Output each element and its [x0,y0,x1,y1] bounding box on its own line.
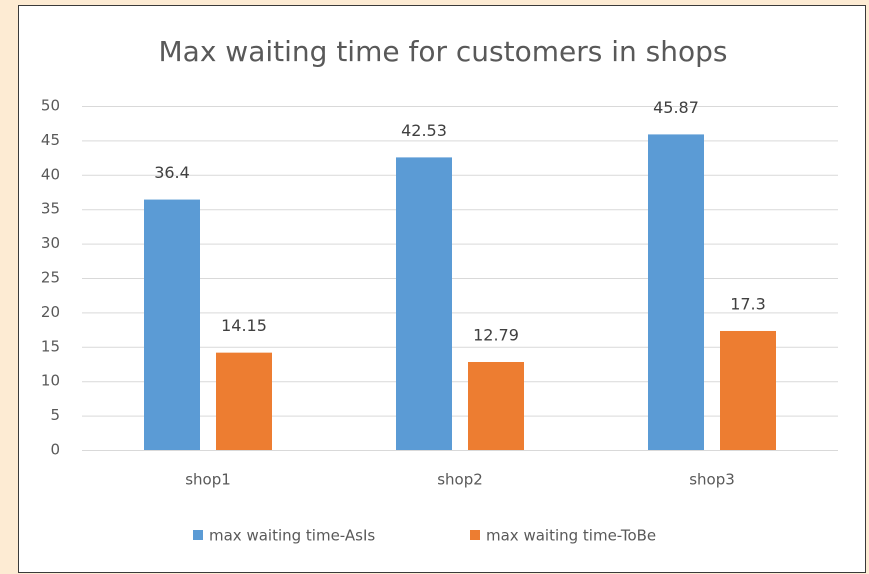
y-tick-label: 25 [41,269,60,287]
y-tick-label: 10 [41,372,60,390]
y-tick-label: 20 [41,303,60,321]
y-tick-label: 40 [41,165,60,183]
y-tick-label: 50 [41,97,60,115]
y-tick-label: 5 [50,406,60,424]
y-tick-label: 0 [50,441,60,459]
bar [144,199,200,450]
legend-swatch [470,530,480,540]
legend-label: max waiting time-ToBe [486,527,656,545]
legend-label: max waiting time-AsIs [209,527,375,545]
chart-title: Max waiting time for customers in shops [159,35,728,68]
legend-swatch [193,530,203,540]
data-label: 17.3 [730,294,766,313]
bar [720,330,776,450]
data-label: 45.87 [653,98,699,117]
bar [648,134,704,450]
y-tick-label: 15 [41,337,60,355]
data-label: 14.15 [221,316,267,335]
bar [216,352,272,450]
y-tick-label: 30 [41,234,60,252]
x-tick-label: shop2 [437,471,483,489]
x-tick-label: shop1 [185,471,231,489]
bar [468,362,524,450]
bar [396,157,452,450]
data-label: 36.4 [154,163,190,182]
data-label: 12.79 [473,326,519,345]
x-tick-label: shop3 [689,471,735,489]
y-tick-label: 35 [41,200,60,218]
data-label: 42.53 [401,121,447,140]
y-tick-label: 45 [41,131,60,149]
